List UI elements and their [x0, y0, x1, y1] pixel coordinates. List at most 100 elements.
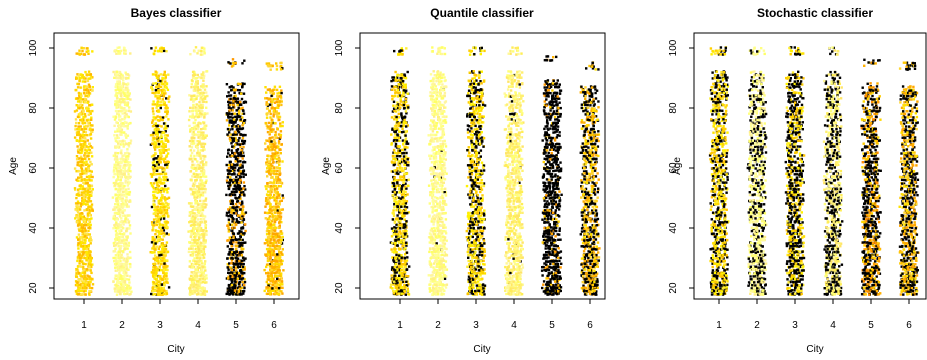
data-point — [86, 214, 90, 217]
data-point — [113, 277, 117, 280]
data-point — [84, 190, 87, 193]
data-point — [83, 170, 86, 173]
data-point — [75, 155, 79, 158]
data-point — [85, 134, 89, 137]
data-point — [83, 121, 87, 125]
data-point — [237, 172, 241, 176]
data-point — [227, 230, 230, 233]
data-point — [82, 77, 85, 80]
data-point — [276, 181, 280, 185]
data-point — [83, 187, 86, 190]
data-point — [163, 70, 166, 74]
data-point — [117, 209, 120, 212]
data-point — [194, 46, 198, 49]
data-point — [116, 46, 119, 49]
data-point — [154, 118, 157, 121]
data-point — [116, 178, 119, 181]
data-point — [121, 211, 125, 214]
data-point — [116, 233, 119, 236]
data-point — [89, 137, 93, 140]
data-point — [166, 226, 169, 229]
data-point — [229, 202, 233, 205]
data-point — [114, 266, 117, 269]
data-point — [198, 109, 201, 113]
data-point — [127, 241, 131, 245]
data-point — [115, 95, 119, 98]
data-point — [194, 166, 197, 170]
data-point — [238, 110, 241, 113]
data-point — [201, 149, 205, 152]
data-point — [164, 184, 167, 188]
data-point — [117, 223, 120, 226]
data-point — [87, 275, 91, 278]
data-point — [198, 173, 202, 176]
data-point — [89, 238, 92, 241]
data-point — [117, 115, 121, 118]
data-point — [128, 106, 131, 109]
data-point — [124, 169, 128, 173]
data-point — [118, 50, 122, 53]
data-point — [157, 262, 160, 265]
data-point — [231, 286, 235, 289]
data-point — [127, 115, 130, 119]
data-point — [157, 94, 160, 98]
data-point — [74, 202, 78, 205]
data-point — [165, 106, 168, 109]
data-point — [126, 127, 129, 130]
data-point — [80, 245, 84, 248]
data-point — [116, 161, 120, 164]
data-point — [227, 172, 230, 176]
data-point — [90, 118, 93, 121]
data-point — [83, 227, 87, 230]
data-point — [119, 250, 123, 253]
data-point — [150, 86, 153, 89]
data-point — [122, 89, 125, 92]
data-point — [195, 280, 199, 283]
data-point — [80, 212, 83, 215]
data-point — [242, 181, 246, 184]
data-point — [121, 197, 124, 200]
data-point — [163, 259, 166, 262]
data-point — [162, 217, 166, 220]
data-point — [126, 184, 129, 187]
data-point — [152, 164, 155, 167]
data-point — [76, 145, 79, 148]
data-point — [78, 53, 81, 56]
data-point — [126, 103, 129, 106]
data-point — [158, 85, 161, 88]
data-point — [128, 281, 131, 284]
data-point — [83, 272, 86, 275]
data-point — [153, 196, 156, 200]
data-point — [118, 226, 122, 229]
data-point — [80, 157, 84, 161]
data-point — [75, 121, 78, 125]
plot-points — [73, 46, 285, 296]
data-point — [194, 82, 197, 86]
data-point — [73, 167, 77, 170]
data-point — [127, 175, 130, 179]
data-point — [228, 181, 231, 184]
data-point — [77, 272, 81, 275]
data-point — [191, 160, 194, 163]
data-point — [77, 191, 80, 194]
data-point — [82, 266, 85, 269]
data-point — [113, 166, 116, 169]
data-point — [88, 164, 91, 167]
data-point — [280, 143, 283, 146]
data-point — [117, 50, 120, 53]
data-point — [121, 250, 125, 253]
data-point — [165, 175, 168, 179]
data-point — [230, 173, 233, 176]
data-point — [235, 109, 238, 112]
data-point — [225, 83, 229, 86]
data-point — [85, 94, 88, 97]
data-point — [204, 191, 207, 194]
data-point — [79, 103, 82, 106]
data-point — [165, 163, 168, 166]
data-point — [127, 109, 130, 113]
data-point — [73, 187, 77, 190]
data-point — [85, 236, 89, 239]
data-point — [124, 158, 128, 161]
data-point — [203, 50, 206, 53]
data-point — [203, 47, 206, 50]
